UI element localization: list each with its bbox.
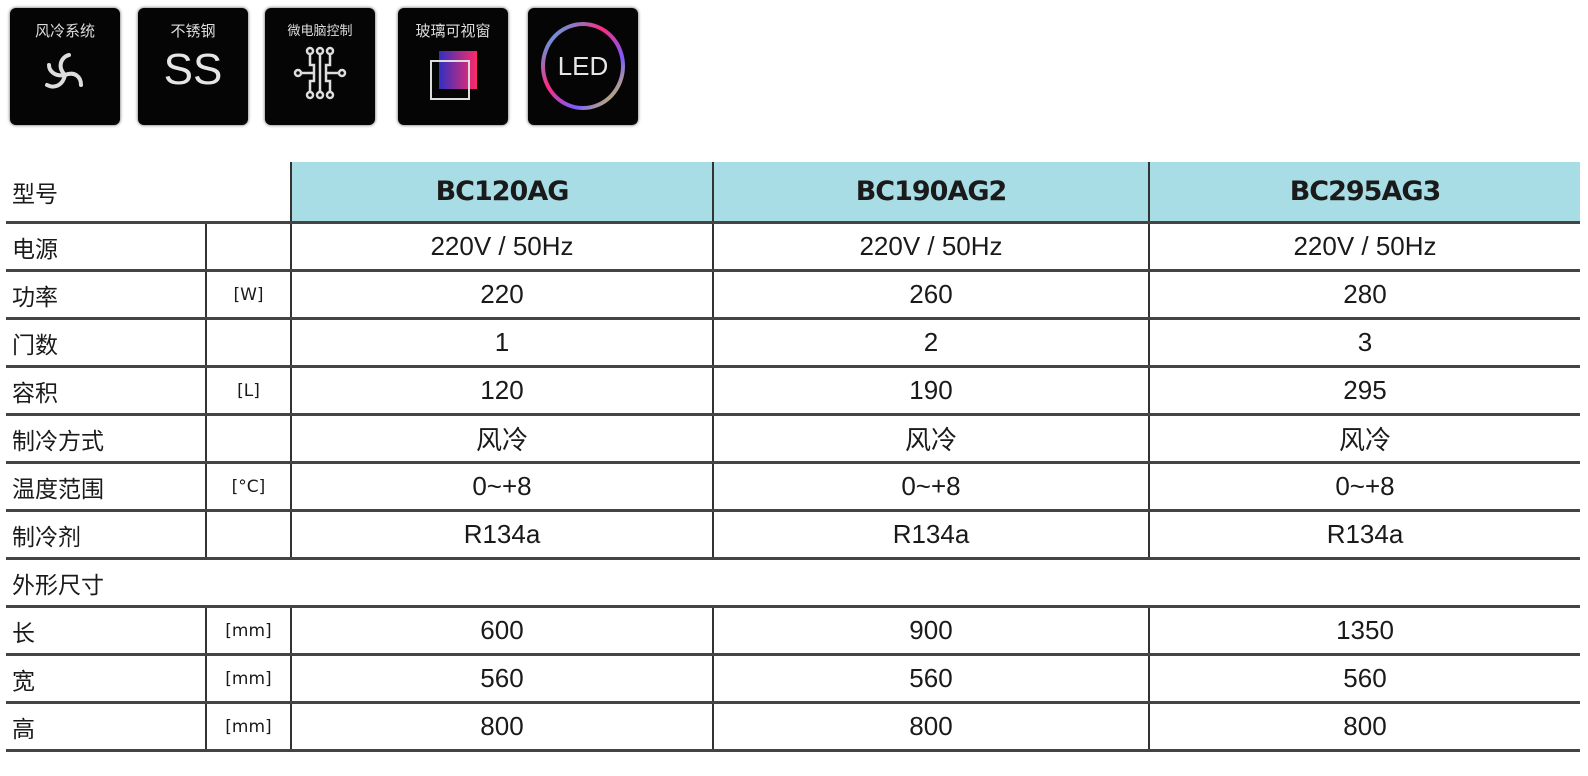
row-unit: [L] — [205, 368, 290, 413]
section-label: 外形尺寸 — [12, 572, 104, 599]
row-value: 295 — [1148, 368, 1580, 413]
row-value: 0~+8 — [290, 464, 712, 509]
feature-air-cooling: 风冷系统 — [10, 8, 120, 125]
table-row: 高 [mm] 800 800 800 — [6, 704, 1580, 752]
row-unit: [mm] — [205, 704, 290, 749]
row-label: 电源 — [12, 236, 58, 263]
row-value: 风冷 — [290, 416, 712, 461]
table-header-row: 型号 BC120AG BC190AG2 BC295AG3 — [6, 162, 1580, 224]
row-value: 900 — [712, 608, 1148, 653]
feature-label: 玻璃可视窗 — [415, 22, 491, 40]
row-label: 制冷剂 — [12, 524, 81, 551]
row-label: 高 — [12, 716, 35, 743]
row-value: 280 — [1148, 272, 1580, 317]
row-value: 220V / 50Hz — [1148, 224, 1580, 269]
row-value: 0~+8 — [1148, 464, 1580, 509]
row-value: 220 — [290, 272, 712, 317]
row-value: 120 — [290, 368, 712, 413]
model-header: BC190AG2 — [712, 162, 1148, 221]
led-label: LED — [558, 51, 609, 81]
feature-glass-window: 玻璃可视窗 — [398, 8, 508, 125]
glass-window-icon — [430, 51, 477, 100]
row-value: 260 — [712, 272, 1148, 317]
model-header: BC120AG — [290, 162, 712, 221]
table-row: 宽 [mm] 560 560 560 — [6, 656, 1580, 704]
table-row: 功率 [W] 220 260 280 — [6, 272, 1580, 320]
feature-label: 风冷系统 — [34, 22, 95, 40]
row-value: 220V / 50Hz — [712, 224, 1148, 269]
table-row: 长 [mm] 600 900 1350 — [6, 608, 1580, 656]
row-value: 560 — [290, 656, 712, 701]
row-label: 功率 — [12, 284, 58, 311]
table-row: 门数 1 2 3 — [6, 320, 1580, 368]
row-value: 风冷 — [1148, 416, 1580, 461]
row-value: 800 — [712, 704, 1148, 749]
row-value: 600 — [290, 608, 712, 653]
ss-icon: SS — [163, 45, 223, 94]
table-row: 制冷方式 风冷 风冷 风冷 — [6, 416, 1580, 464]
row-value: 560 — [1148, 656, 1580, 701]
row-value: 2 — [712, 320, 1148, 365]
table-row: 温度范围 [°C] 0~+8 0~+8 0~+8 — [6, 464, 1580, 512]
row-label: 宽 — [12, 668, 35, 695]
feature-stainless-steel: 不锈钢 SS — [138, 8, 248, 125]
circuit-icon — [293, 46, 347, 100]
row-value: 3 — [1148, 320, 1580, 365]
row-unit — [205, 416, 290, 461]
row-label: 温度范围 — [12, 476, 104, 503]
row-value: 560 — [712, 656, 1148, 701]
fan-icon — [45, 53, 83, 89]
row-value: R134a — [1148, 512, 1580, 557]
row-label: 长 — [12, 620, 35, 647]
model-label: 型号 — [12, 181, 58, 208]
row-value: R134a — [290, 512, 712, 557]
row-unit: [mm] — [205, 656, 290, 701]
row-value: 220V / 50Hz — [290, 224, 712, 269]
row-label: 制冷方式 — [12, 428, 104, 455]
row-unit: [°C] — [205, 464, 290, 509]
row-unit — [205, 512, 290, 557]
section-row: 外形尺寸 — [6, 560, 1580, 608]
led-icon: LED — [541, 22, 625, 110]
table-row: 制冷剂 R134a R134a R134a — [6, 512, 1580, 560]
row-value: 1350 — [1148, 608, 1580, 653]
feature-microcomputer: 微电脑控制 — [265, 8, 375, 125]
table-row: 容积 [L] 120 190 295 — [6, 368, 1580, 416]
row-unit — [205, 320, 290, 365]
row-label: 门数 — [12, 332, 58, 359]
row-unit: [mm] — [205, 608, 290, 653]
row-value: 800 — [1148, 704, 1580, 749]
row-value: 1 — [290, 320, 712, 365]
feature-label: 不锈钢 — [170, 22, 216, 40]
table-row: 电源 220V / 50Hz 220V / 50Hz 220V / 50Hz — [6, 224, 1580, 272]
model-header: BC295AG3 — [1148, 162, 1580, 221]
feature-label: 微电脑控制 — [287, 24, 353, 39]
row-unit — [205, 224, 290, 269]
row-value: 190 — [712, 368, 1148, 413]
row-label: 容积 — [12, 380, 58, 407]
row-value: R134a — [712, 512, 1148, 557]
feature-led: LED — [528, 8, 638, 125]
row-value: 800 — [290, 704, 712, 749]
row-unit: [W] — [205, 272, 290, 317]
row-value: 0~+8 — [712, 464, 1148, 509]
row-value: 风冷 — [712, 416, 1148, 461]
